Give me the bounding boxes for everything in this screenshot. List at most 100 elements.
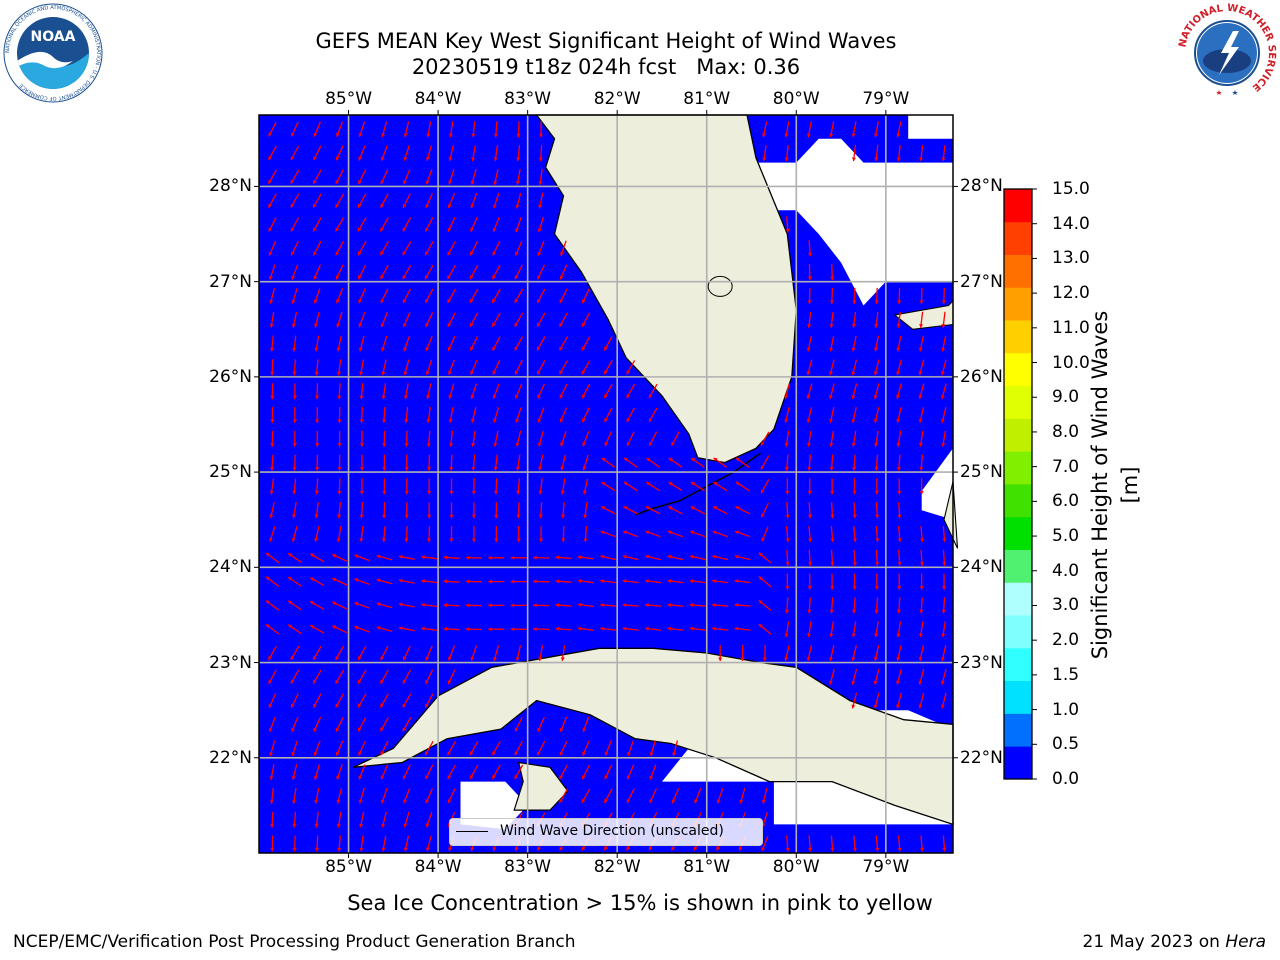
wave-direction-arrowhead <box>335 703 340 708</box>
wave-direction-arrowhead <box>829 324 834 328</box>
colorbar-tick-label: 4.0 <box>1052 560 1080 581</box>
wave-direction-arrowhead <box>357 227 362 232</box>
wave-direction-arrowhead <box>426 847 430 852</box>
wave-direction-arrowhead <box>940 395 945 399</box>
wave-direction-arrowhead <box>582 418 586 423</box>
wave-direction-arrowhead <box>469 275 474 280</box>
wave-direction-arrowhead <box>380 323 385 328</box>
wave-direction-arrowhead <box>313 275 318 280</box>
wave-direction-arrowhead <box>807 300 812 304</box>
wave-direction-arrowhead <box>560 657 565 661</box>
lon-tick-label-top: 85°W <box>325 89 373 109</box>
wave-direction-arrowhead <box>313 751 318 756</box>
wave-direction-arrowhead <box>646 482 651 486</box>
wave-direction-arrowhead <box>402 656 407 661</box>
lat-tick-label-right: 28°N <box>960 176 1003 197</box>
wave-direction-arrowhead <box>380 751 385 756</box>
colorbar-tick-label: 0.0 <box>1052 769 1080 789</box>
wave-direction-arrowhead <box>897 514 902 519</box>
wave-direction-arrowhead <box>510 579 515 584</box>
wave-direction-arrowhead <box>667 603 671 608</box>
wave-direction-arrowhead <box>736 458 740 462</box>
wave-direction-arrowhead <box>537 299 541 303</box>
wave-direction-arrowhead <box>336 347 341 352</box>
colorbar-tick-label: 14.0 <box>1052 213 1090 234</box>
wave-direction-arrowhead <box>291 323 296 328</box>
wave-direction-arrowhead <box>734 554 739 559</box>
wave-direction-arrowhead <box>672 752 677 756</box>
wave-direction-arrowhead <box>919 467 924 471</box>
colorbar <box>1003 188 1037 780</box>
nws-logo: NATIONAL WEATHER SERVICE <box>1177 3 1277 101</box>
wave-direction-arrowhead <box>852 562 857 566</box>
wave-direction-arrowhead <box>758 624 763 628</box>
wave-direction-arrowhead <box>313 156 317 161</box>
wave-direction-arrowhead <box>381 538 386 542</box>
wave-direction-arrowhead <box>449 490 454 495</box>
wave-direction-arrowhead <box>425 347 430 351</box>
wave-direction-arrowhead <box>382 419 387 423</box>
wave-direction-arrowhead <box>808 847 813 852</box>
wave-direction-arrowhead <box>288 577 293 581</box>
wave-direction-arrowhead <box>382 467 387 471</box>
lat-tick-label-left: 26°N <box>209 366 252 387</box>
wave-direction-arrowhead <box>488 603 492 608</box>
wave-direction-arrowhead <box>897 538 902 542</box>
wave-direction-arrowhead <box>784 657 789 661</box>
wave-direction-arrowhead <box>622 603 627 608</box>
footer-host: Hera <box>1225 932 1266 952</box>
wave-direction-arrowhead <box>310 625 315 629</box>
wave-direction-arrowhead <box>465 627 470 632</box>
wave-direction-arrowhead <box>380 180 385 185</box>
wave-direction-arrowhead <box>398 602 403 607</box>
wave-direction-arrowhead <box>807 276 812 281</box>
wave-direction-arrowhead <box>624 458 629 462</box>
colorbar-band <box>1004 418 1032 452</box>
wave-direction-arrowhead <box>852 300 857 304</box>
wave-direction-arrowhead <box>358 133 363 137</box>
legend-line-swatch <box>456 831 488 832</box>
wave-direction-arrowhead <box>712 579 716 584</box>
lon-tick-label-bottom: 85°W <box>325 857 373 877</box>
wave-direction-arrowhead <box>559 299 564 304</box>
wave-direction-arrowhead <box>852 538 857 542</box>
wave-direction-arrowhead <box>538 204 543 209</box>
wave-direction-arrowhead <box>537 751 541 756</box>
wave-direction-arrowhead <box>533 627 537 632</box>
wave-direction-arrowhead <box>266 600 270 605</box>
footer-date-text: 21 May 2023 on <box>1082 932 1226 952</box>
wave-direction-arrowhead <box>291 537 296 542</box>
wave-direction-arrowhead <box>335 203 340 208</box>
wave-direction-arrowhead <box>292 395 297 400</box>
wave-direction-arrowhead <box>492 346 496 351</box>
wave-direction-arrowhead <box>919 490 924 495</box>
wave-direction-arrowhead <box>830 276 835 281</box>
wave-direction-arrowhead <box>332 601 337 606</box>
wave-direction-arrowhead <box>875 514 880 519</box>
wind-wave-arrows <box>265 121 947 852</box>
wave-direction-arrowhead <box>582 490 587 495</box>
wave-direction-arrowhead <box>582 466 587 471</box>
wave-direction-arrowhead <box>514 370 519 375</box>
wave-direction-arrowhead <box>357 251 362 256</box>
wave-direction-arrowhead <box>358 775 363 780</box>
wave-direction-arrowhead <box>469 751 474 756</box>
colorbar-band <box>1004 647 1032 682</box>
wave-direction-arrowhead <box>515 251 519 256</box>
wave-direction-arrowhead <box>359 443 364 447</box>
map-area <box>254 110 959 858</box>
wave-direction-arrowhead <box>537 346 541 351</box>
wave-direction-arrowhead <box>758 576 763 581</box>
wave-direction-arrowhead <box>403 180 407 185</box>
wave-direction-arrowhead <box>537 370 541 375</box>
wave-direction-arrowhead <box>645 530 650 535</box>
wave-direction-arrowhead <box>310 577 315 582</box>
wave-direction-arrowhead <box>382 443 387 447</box>
wave-direction-arrowhead <box>425 656 430 661</box>
wave-direction-arrowhead <box>830 514 835 519</box>
wave-direction-arrowhead <box>425 251 429 256</box>
wave-direction-arrowhead <box>268 679 273 684</box>
wave-direction-arrowhead <box>290 179 295 184</box>
wave-direction-arrowhead <box>830 586 835 590</box>
wave-direction-arrowhead <box>918 657 923 661</box>
